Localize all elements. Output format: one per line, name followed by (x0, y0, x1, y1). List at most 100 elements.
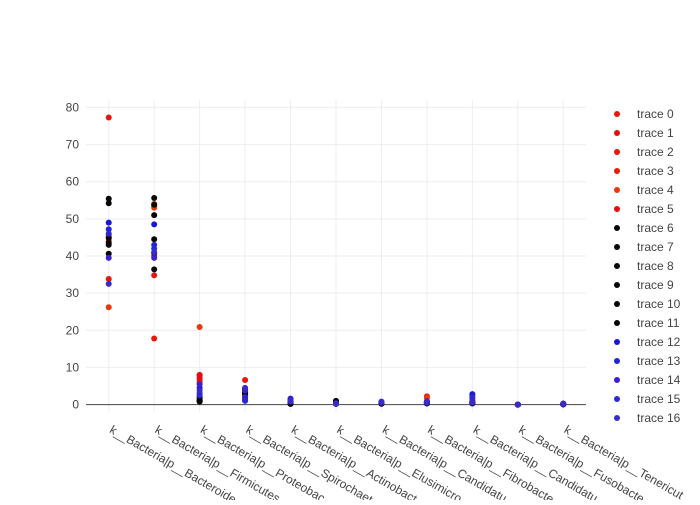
data-point[interactable] (423, 399, 430, 406)
grid-layer (86, 100, 586, 412)
data-point[interactable] (151, 335, 158, 342)
data-point[interactable] (514, 401, 521, 408)
data-point[interactable] (196, 392, 203, 399)
legend-label: trace 12 (637, 335, 681, 349)
y-tick-label: 20 (66, 323, 80, 337)
data-point[interactable] (105, 304, 112, 311)
data-point[interactable] (151, 254, 158, 261)
data-point[interactable] (378, 398, 385, 405)
data-point[interactable] (105, 195, 112, 202)
data-point[interactable] (196, 398, 203, 405)
legend-marker (614, 301, 620, 307)
legend-marker (614, 206, 620, 212)
y-tick-label: 70 (66, 138, 80, 152)
legend-marker (614, 282, 620, 288)
data-point[interactable] (105, 226, 112, 233)
legend-marker (614, 130, 620, 136)
data-point[interactable] (151, 201, 158, 208)
legend-marker (614, 149, 620, 155)
axis-layer: 01020304050607080k__Bacteria|p__Bacteroi… (66, 100, 687, 505)
data-point[interactable] (151, 195, 158, 202)
y-tick-label: 10 (66, 360, 80, 374)
legend-item[interactable]: trace 10 (614, 297, 681, 311)
legend-label: trace 1 (637, 126, 674, 140)
data-point[interactable] (151, 212, 158, 219)
legend-marker (614, 225, 620, 231)
data-point[interactable] (105, 200, 112, 207)
y-tick-label: 80 (66, 100, 80, 114)
data-point[interactable] (151, 221, 158, 228)
data-point[interactable] (287, 398, 294, 405)
legend-label: trace 4 (637, 183, 674, 197)
legend-item[interactable]: trace 5 (614, 202, 674, 216)
data-point[interactable] (105, 240, 112, 246)
legend-item[interactable]: trace 7 (614, 240, 674, 254)
points-layer (105, 114, 567, 408)
legend-label: trace 6 (637, 221, 674, 235)
legend-item[interactable]: trace 2 (614, 145, 674, 159)
data-point[interactable] (105, 219, 112, 226)
legend-marker (614, 415, 620, 421)
legend-item[interactable]: trace 13 (614, 354, 681, 368)
legend-label: trace 15 (637, 392, 681, 406)
legend-marker (614, 244, 620, 250)
data-point[interactable] (151, 236, 158, 243)
data-point[interactable] (196, 374, 203, 381)
legend-marker (614, 187, 620, 193)
legend-item[interactable]: trace 0 (614, 107, 674, 121)
legend-item[interactable]: trace 15 (614, 392, 681, 406)
data-point[interactable] (333, 400, 339, 407)
data-point[interactable] (105, 276, 112, 283)
legend-item[interactable]: trace 16 (614, 411, 681, 425)
data-point[interactable] (105, 254, 112, 261)
legend-marker (614, 263, 620, 269)
y-tick-label: 50 (66, 212, 80, 226)
legend-label: trace 5 (637, 202, 674, 216)
legend-item[interactable]: trace 14 (614, 373, 681, 387)
legend-item[interactable]: trace 4 (614, 183, 674, 197)
legend-item[interactable]: trace 12 (614, 335, 681, 349)
legend-label: trace 10 (637, 297, 681, 311)
legend-label: trace 0 (637, 107, 674, 121)
data-point[interactable] (196, 381, 203, 388)
legend-label: trace 2 (637, 145, 674, 159)
y-tick-label: 60 (66, 175, 80, 189)
data-point[interactable] (242, 377, 249, 384)
legend-item[interactable]: trace 8 (614, 259, 674, 273)
data-point[interactable] (151, 249, 158, 256)
data-point[interactable] (105, 114, 112, 121)
data-point[interactable] (105, 235, 112, 242)
data-point[interactable] (242, 384, 249, 391)
legend-item[interactable]: trace 9 (614, 278, 674, 292)
legend-marker (614, 111, 620, 117)
data-point[interactable] (105, 230, 112, 237)
legend-label: trace 11 (637, 316, 680, 330)
data-point[interactable] (469, 399, 476, 406)
legend-marker (614, 339, 620, 345)
y-tick-label: 30 (66, 286, 80, 300)
data-point[interactable] (560, 400, 567, 407)
legend-marker (614, 377, 620, 383)
legend-label: trace 13 (637, 354, 681, 368)
legend-item[interactable]: trace 11 (614, 316, 680, 330)
legend[interactable]: trace 0 trace 1 trace 2 trace 3 trace 4 trace… (614, 107, 681, 425)
data-point[interactable] (151, 266, 158, 273)
legend-marker (614, 396, 620, 402)
legend-label: trace 14 (637, 373, 681, 387)
data-point[interactable] (196, 387, 203, 394)
legend-label: trace 3 (637, 164, 674, 178)
data-point[interactable] (151, 272, 158, 279)
legend-item[interactable]: trace 3 (614, 164, 674, 178)
data-point[interactable] (242, 397, 249, 404)
legend-label: trace 9 (637, 278, 674, 292)
data-point[interactable] (196, 323, 203, 330)
legend-label: trace 7 (637, 240, 674, 254)
legend-label: trace 16 (637, 411, 681, 425)
y-tick-label: 40 (66, 249, 80, 263)
legend-item[interactable]: trace 6 (614, 221, 674, 235)
data-point[interactable] (105, 280, 112, 287)
legend-marker (614, 168, 620, 174)
legend-item[interactable]: trace 1 (614, 126, 674, 140)
